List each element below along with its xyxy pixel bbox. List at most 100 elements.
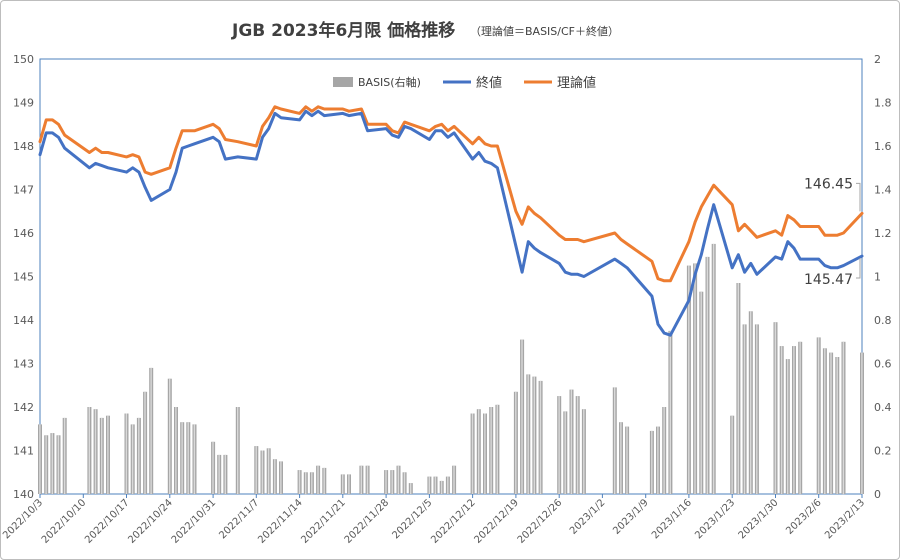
basis-bar-highlight (298, 470, 301, 494)
chart-subtitle: （理論値＝BASIS/CF＋終値） (470, 24, 619, 38)
basis-bar-highlight (496, 404, 498, 494)
basis-bar-highlight (360, 465, 362, 494)
basis-bar-highlight (342, 474, 344, 494)
basis-bar-highlight (39, 424, 41, 494)
x-tick-label: 2023/1/16 (650, 497, 694, 541)
x-axis: 2022/10/32022/10/102022/10/172022/10/242… (1, 494, 867, 546)
basis-bar-highlight (817, 337, 820, 494)
basis-bar-highlight (94, 409, 97, 494)
annotations: 146.45 145.47 (804, 176, 861, 288)
basis-bar-highlight (181, 422, 183, 494)
basis-bar-highlight (842, 341, 845, 495)
left-tick-label: 144 (13, 314, 34, 327)
left-tick-label: 147 (13, 184, 34, 197)
left-tick-label: 143 (13, 358, 34, 371)
basis-bar-highlight (731, 415, 733, 494)
basis-bar-highlight (88, 407, 90, 494)
left-tick-label: 145 (13, 271, 34, 284)
basis-bar-highlight (218, 454, 220, 494)
right-tick-label: 0.2 (874, 445, 892, 458)
basis-bar-highlight (175, 407, 177, 494)
right-tick-label: 0.4 (874, 401, 892, 414)
chart-title: JGB 2023年6月限 価格推移 (231, 20, 455, 41)
right-tick-label: 0.6 (874, 358, 892, 371)
legend-label-line: 理論値 (557, 75, 596, 91)
basis-bar-highlight (212, 441, 214, 494)
basis-bar-highlight (614, 387, 616, 494)
basis-bars (38, 243, 864, 495)
basis-bar-highlight (490, 407, 492, 494)
left-axis: 140 141 142 143 144 145 146 147 148 149 150 (13, 53, 34, 501)
left-tick-label: 146 (13, 227, 34, 240)
basis-bar-highlight (669, 330, 671, 494)
basis-bar-highlight (533, 376, 535, 494)
basis-bar-highlight (478, 409, 480, 494)
x-tick-label: 2022/10/10 (40, 497, 89, 546)
basis-bar-highlight (787, 359, 789, 494)
basis-bar-highlight (428, 476, 430, 494)
right-tick-label: 1 (874, 271, 881, 284)
x-tick-label: 2023/1/23 (693, 497, 737, 541)
right-tick-label: 0 (874, 488, 881, 501)
annotation-close-value: 145.47 (804, 272, 853, 288)
x-tick-label: 2022/10/3 (1, 497, 45, 541)
right-tick-label: 1.4 (874, 184, 892, 197)
x-tick-label: 2022/12/12 (429, 497, 478, 546)
basis-bar-highlight (663, 407, 665, 494)
right-axis: 0 0.2 0.4 0.6 0.8 1 1.2 1.4 1.6 1.8 2 (874, 53, 892, 501)
basis-bar-highlight (51, 433, 53, 494)
basis-bar-highlight (224, 454, 226, 494)
basis-bar-highlight (193, 424, 196, 494)
basis-bar-highlight (756, 324, 758, 494)
basis-bar-highlight (63, 417, 66, 494)
basis-bar-highlight (700, 291, 702, 494)
price-lines (38, 105, 864, 337)
basis-bar-highlight (527, 374, 529, 494)
x-tick-label: 2022/12/26 (516, 497, 565, 546)
basis-bar-highlight (558, 396, 560, 494)
basis-bar-highlight (131, 424, 134, 494)
right-tick-label: 0.8 (874, 314, 892, 327)
legend: BASIS(右軸) 終値 理論値 (333, 75, 596, 91)
basis-bar-highlight (267, 448, 270, 494)
basis-bar-highlight (694, 263, 696, 494)
basis-bar-highlight (515, 391, 517, 494)
basis-bar-highlight (366, 465, 369, 494)
x-tick-label: 2022/11/14 (256, 497, 305, 546)
basis-bar-highlight (144, 391, 146, 494)
left-tick-label: 148 (13, 140, 34, 153)
basis-bar-highlight (570, 389, 573, 494)
x-tick-label: 2022/10/24 (126, 497, 175, 546)
x-tick-label: 2023/1/30 (737, 497, 781, 541)
annotation-leader-lower (856, 258, 861, 279)
basis-bar-highlight (348, 474, 350, 494)
left-tick-label: 150 (13, 53, 34, 66)
left-tick-label: 149 (13, 97, 34, 110)
basis-bar-highlight (255, 446, 257, 494)
x-tick-label: 2022/10/31 (170, 497, 219, 546)
x-tick-label: 2023/1/9 (611, 497, 651, 537)
basis-bar-highlight (706, 256, 709, 494)
basis-bar-highlight (861, 352, 863, 494)
basis-bar-highlight (410, 483, 412, 494)
legend-label-basis: BASIS(右軸) (358, 75, 421, 89)
basis-bar-highlight (274, 459, 276, 494)
basis-bar-highlight (620, 422, 622, 494)
right-tick-label: 1.6 (874, 140, 892, 153)
basis-bar-highlight (391, 470, 393, 494)
basis-bar-highlight (453, 465, 455, 494)
basis-bar-highlight (434, 476, 437, 494)
series-line-theoretical (38, 105, 864, 283)
x-tick-label: 2022/12/19 (472, 497, 521, 546)
x-tick-label: 2022/11/21 (299, 497, 348, 546)
right-tick-label: 1.2 (874, 227, 892, 240)
basis-bar-highlight (397, 465, 400, 494)
legend-swatch-basis (333, 77, 353, 87)
series-line-close (38, 109, 864, 337)
basis-bar-highlight (57, 435, 60, 494)
basis-bar-highlight (471, 413, 474, 494)
basis-bar-highlight (799, 341, 801, 495)
basis-bar-highlight (107, 415, 109, 494)
x-tick-label: 2023/1/2 (568, 497, 608, 537)
